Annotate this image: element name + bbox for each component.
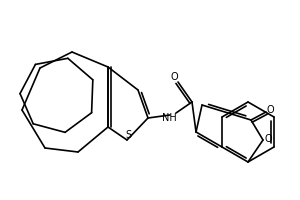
Text: O: O — [264, 134, 272, 144]
Text: O: O — [266, 105, 274, 115]
Text: S: S — [125, 130, 131, 140]
Text: O: O — [170, 72, 178, 82]
Text: NH: NH — [162, 113, 176, 123]
